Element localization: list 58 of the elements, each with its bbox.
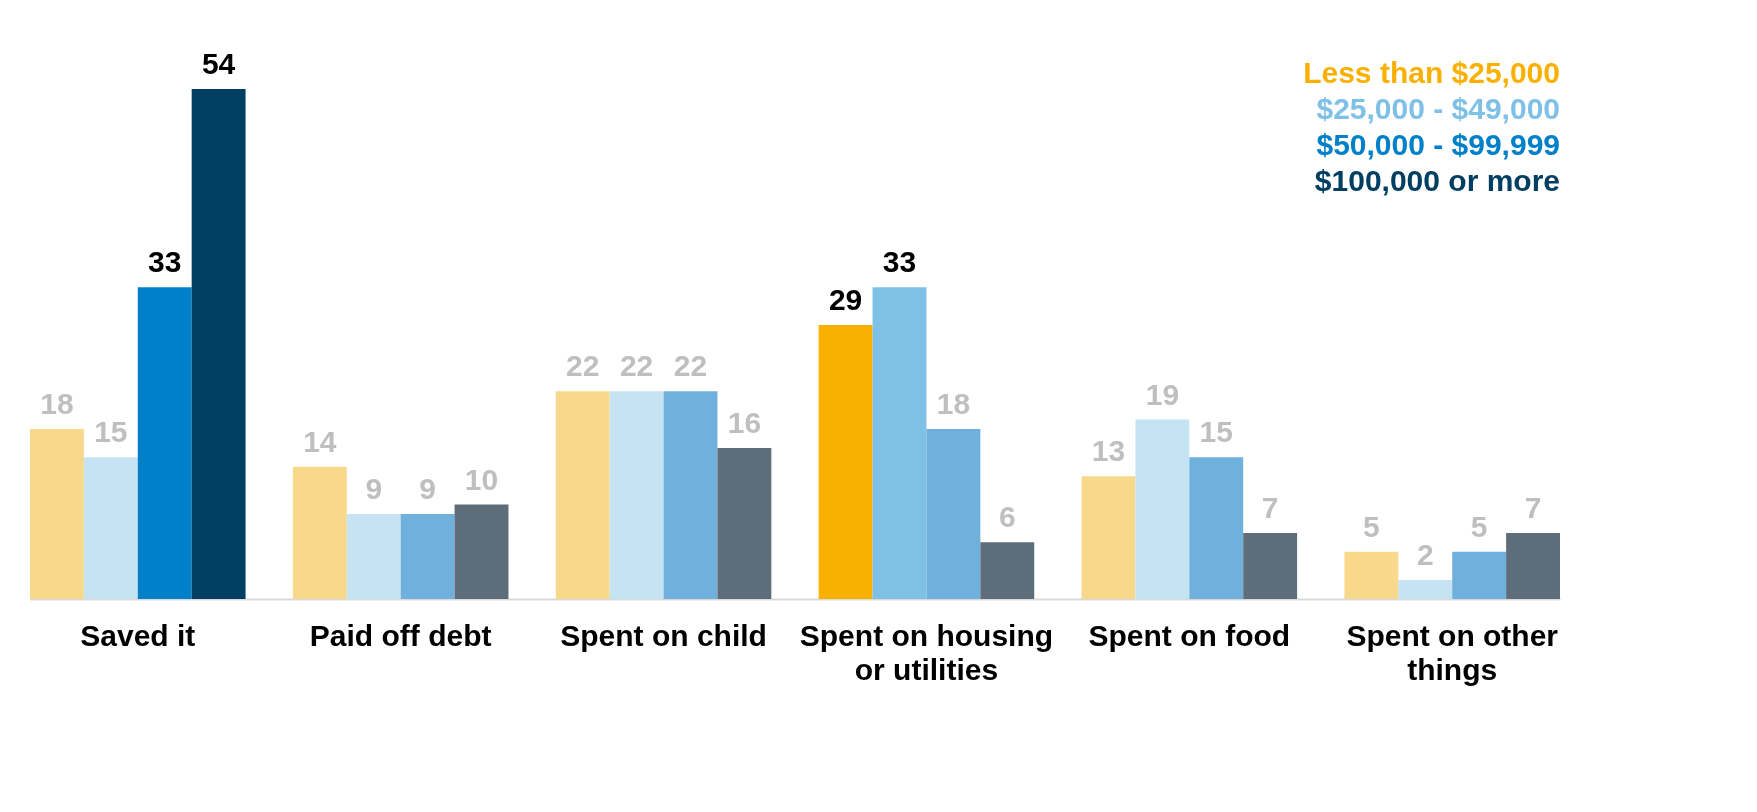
bar	[1398, 580, 1453, 599]
bar	[1243, 532, 1298, 599]
bar	[400, 514, 455, 599]
data-label: 10	[464, 462, 499, 496]
data-label: 14	[303, 424, 337, 458]
data-label: 2	[1416, 538, 1434, 572]
data-label: 29	[828, 283, 863, 317]
bar	[137, 287, 192, 599]
data-label: 18	[40, 387, 74, 420]
data-label: 9	[365, 472, 383, 505]
x-tick-label: Spent on housing or utilities	[799, 618, 1054, 686]
data-label: 18	[936, 387, 971, 420]
x-tick-label: Spent on other things	[1346, 618, 1559, 686]
data-label: 7	[1524, 490, 1542, 524]
data-label: 33	[148, 245, 182, 279]
bar	[1135, 419, 1190, 599]
data-label: 6	[998, 500, 1016, 534]
data-label: 5	[1363, 509, 1380, 543]
data-label: 54	[201, 47, 236, 80]
bar	[609, 391, 664, 599]
x-tick-label: Paid off debt	[309, 618, 492, 652]
text: $50,000 - $99,999	[1316, 128, 1560, 161]
text: Less than $25,000	[1303, 56, 1560, 89]
bar	[1452, 551, 1507, 599]
bar	[818, 325, 873, 599]
x-tick-label: Spent on food	[1088, 618, 1291, 652]
bar	[292, 466, 347, 599]
bar	[926, 429, 981, 599]
x-tick-label: Spent on child	[560, 618, 767, 652]
bar	[1506, 532, 1560, 599]
data-label: 13	[1091, 434, 1126, 468]
bar	[663, 391, 718, 599]
bar	[191, 89, 246, 599]
data-label: 7	[1261, 490, 1279, 524]
bar	[1344, 551, 1399, 599]
bar	[555, 391, 610, 599]
text: $100,000 or more	[1314, 164, 1560, 197]
data-label: 5	[1470, 509, 1488, 543]
data-label: 22	[566, 349, 600, 383]
bar	[717, 447, 772, 599]
x-tick-label: Saved it	[80, 618, 196, 652]
data-label: 15	[1199, 415, 1233, 449]
bar	[872, 287, 927, 599]
bar	[1081, 476, 1136, 599]
bar	[454, 504, 509, 599]
bar	[1189, 457, 1244, 599]
data-label: 15	[94, 415, 128, 449]
data-label: 19	[1145, 377, 1180, 411]
data-label: 16	[727, 405, 762, 439]
text: $25,000 - $49,000	[1316, 92, 1560, 125]
bar	[30, 429, 84, 599]
data-label: 33	[882, 245, 917, 279]
bar	[346, 514, 401, 599]
data-label: 22	[619, 349, 654, 383]
bar	[83, 457, 138, 599]
data-label: 22	[673, 349, 708, 383]
bar	[980, 542, 1035, 599]
data-label: 9	[419, 472, 436, 505]
